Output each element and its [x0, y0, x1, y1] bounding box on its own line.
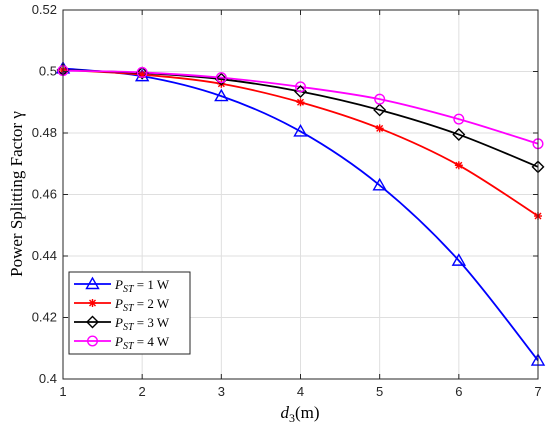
legend-box — [68, 271, 191, 355]
data-point-series-1 — [451, 253, 467, 266]
legend-marker — [85, 276, 100, 290]
legend-marker — [88, 299, 97, 307]
data-point-series-3 — [214, 72, 228, 86]
y-tick-label: 0.48 — [32, 125, 57, 140]
data-point-series-2 — [296, 98, 305, 107]
legend-marker — [86, 315, 99, 329]
x-tick-label: 1 — [59, 384, 66, 399]
data-point-series-3 — [135, 66, 149, 80]
data-point-series-2 — [454, 161, 463, 170]
data-point-series-1 — [214, 88, 229, 102]
y-tick-label: 0.5 — [39, 64, 57, 79]
data-point-series-3 — [373, 103, 387, 117]
legend-marker — [86, 335, 98, 347]
x-axis-label: d3(m) — [280, 403, 319, 425]
legend-entry-label: PST = 3 W — [114, 315, 170, 333]
x-tick-label: 6 — [455, 384, 462, 399]
legend-entry-label: PST = 1 W — [114, 277, 170, 295]
data-point-series-3 — [452, 128, 466, 142]
data-point-series-4 — [374, 93, 386, 105]
y-axis-label: Power Splitting Factor γ — [7, 111, 26, 277]
y-tick-label: 0.42 — [32, 310, 57, 325]
y-tick-label: 0.4 — [39, 371, 57, 386]
x-tick-label: 3 — [218, 384, 225, 399]
y-tick-label: 0.52 — [32, 2, 57, 17]
legend-entry-label: PST = 4 W — [114, 334, 170, 352]
x-tick-label: 7 — [534, 384, 541, 399]
data-point-series-1 — [293, 124, 308, 137]
data-point-series-4 — [136, 66, 148, 78]
x-tick-label: 4 — [297, 384, 304, 399]
data-point-series-2 — [375, 124, 384, 133]
y-tick-label: 0.44 — [32, 248, 57, 263]
data-point-series-1 — [372, 177, 387, 191]
series-markers — [55, 61, 546, 366]
data-point-series-4 — [215, 72, 227, 84]
data-point-series-4 — [295, 81, 307, 93]
legend-entry-label: PST = 2 W — [114, 296, 170, 314]
y-tick-label: 0.46 — [32, 187, 57, 202]
x-tick-label: 2 — [139, 384, 146, 399]
data-point-series-4 — [453, 113, 465, 125]
x-tick-label: 5 — [376, 384, 383, 399]
axis-ticks: 1 2 3 4 5 6 7 0.4 0.42 0.44 0.46 0.48 0.5 0.52 — [32, 2, 542, 399]
